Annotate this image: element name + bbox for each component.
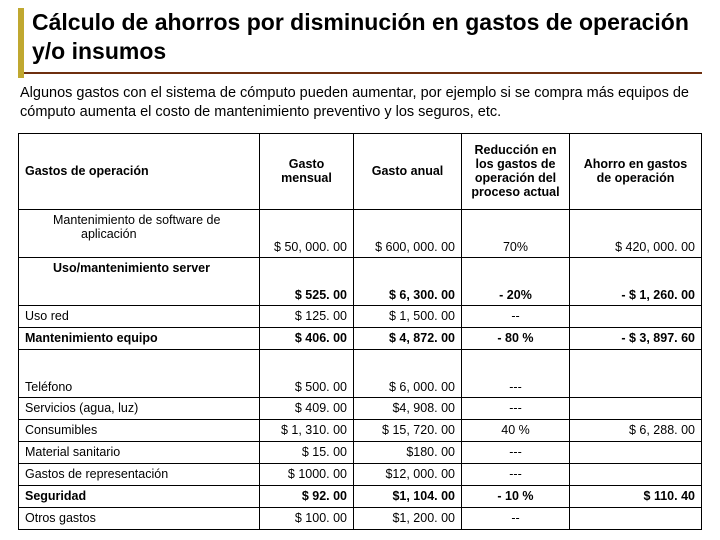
title-accent-bar [18, 8, 24, 78]
cell-name: Material sanitario [19, 441, 260, 463]
cell-name: Uso/mantenimiento server [19, 257, 260, 305]
col-header-reduccion: Reducción en los gastos de operación del… [462, 133, 570, 209]
cell-ahorro [570, 305, 702, 327]
table-row: Mantenimiento de software de aplicación$… [19, 209, 702, 257]
cell-ahorro [570, 397, 702, 419]
cell-name: Teléfono [19, 349, 260, 397]
cell-name: Servicios (agua, luz) [19, 397, 260, 419]
cell-ahorro: $ 420, 000. 00 [570, 209, 702, 257]
cell-mensual: $ 100. 00 [260, 507, 354, 529]
cell-ahorro: $ 6, 288. 00 [570, 419, 702, 441]
cell-mensual: $ 409. 00 [260, 397, 354, 419]
expenses-table: Gastos de operación Gasto mensual Gasto … [18, 133, 702, 530]
cell-ahorro: - $ 3, 897. 60 [570, 327, 702, 349]
table-row: Teléfono$ 500. 00$ 6, 000. 00--- [19, 349, 702, 397]
cell-name: Otros gastos [19, 507, 260, 529]
cell-mensual: $ 125. 00 [260, 305, 354, 327]
cell-reduccion: -- [462, 305, 570, 327]
cell-anual: $180. 00 [354, 441, 462, 463]
cell-ahorro [570, 463, 702, 485]
cell-anual: $12, 000. 00 [354, 463, 462, 485]
table-row: Material sanitario$ 15. 00$180. 00--- [19, 441, 702, 463]
cell-reduccion: --- [462, 349, 570, 397]
cell-reduccion: -- [462, 507, 570, 529]
cell-ahorro: - $ 1, 260. 00 [570, 257, 702, 305]
cell-mensual: $ 525. 00 [260, 257, 354, 305]
table-row: Uso/mantenimiento server$ 525. 00$ 6, 30… [19, 257, 702, 305]
cell-reduccion: 70% [462, 209, 570, 257]
cell-reduccion: - 20% [462, 257, 570, 305]
cell-anual: $1, 104. 00 [354, 485, 462, 507]
cell-reduccion: --- [462, 397, 570, 419]
cell-anual: $ 600, 000. 00 [354, 209, 462, 257]
table-row: Consumibles$ 1, 310. 00$ 15, 720. 0040 %… [19, 419, 702, 441]
cell-reduccion: - 10 % [462, 485, 570, 507]
col-header-anual: Gasto anual [354, 133, 462, 209]
col-header-ahorro: Ahorro en gastos de operación [570, 133, 702, 209]
cell-anual: $ 6, 300. 00 [354, 257, 462, 305]
cell-reduccion: 40 % [462, 419, 570, 441]
cell-name: Uso red [19, 305, 260, 327]
table-header-row: Gastos de operación Gasto mensual Gasto … [19, 133, 702, 209]
cell-anual: $ 6, 000. 00 [354, 349, 462, 397]
cell-name: Seguridad [19, 485, 260, 507]
cell-mensual: $ 92. 00 [260, 485, 354, 507]
cell-ahorro [570, 441, 702, 463]
cell-ahorro [570, 349, 702, 397]
cell-reduccion: --- [462, 463, 570, 485]
cell-mensual: $ 1, 310. 00 [260, 419, 354, 441]
cell-anual: $4, 908. 00 [354, 397, 462, 419]
cell-mensual: $ 1000. 00 [260, 463, 354, 485]
cell-ahorro [570, 507, 702, 529]
cell-ahorro: $ 110. 40 [570, 485, 702, 507]
table-row: Otros gastos$ 100. 00$1, 200. 00-- [19, 507, 702, 529]
cell-reduccion: - 80 % [462, 327, 570, 349]
table-body: Mantenimiento de software de aplicación$… [19, 209, 702, 529]
cell-name: Gastos de representación [19, 463, 260, 485]
col-header-gastos: Gastos de operación [19, 133, 260, 209]
table-row: Seguridad$ 92. 00$1, 104. 00- 10 %$ 110.… [19, 485, 702, 507]
table-row: Gastos de representación$ 1000. 00$12, 0… [19, 463, 702, 485]
cell-mensual: $ 15. 00 [260, 441, 354, 463]
table-row: Uso red$ 125. 00$ 1, 500. 00-- [19, 305, 702, 327]
col-header-mensual: Gasto mensual [260, 133, 354, 209]
table-row: Servicios (agua, luz)$ 409. 00$4, 908. 0… [19, 397, 702, 419]
cell-name: Mantenimiento de software de aplicación [19, 209, 260, 257]
cell-anual: $1, 200. 00 [354, 507, 462, 529]
cell-anual: $ 15, 720. 00 [354, 419, 462, 441]
cell-name: Mantenimiento equipo [19, 327, 260, 349]
cell-mensual: $ 500. 00 [260, 349, 354, 397]
intro-paragraph: Algunos gastos con el sistema de cómputo… [18, 84, 702, 123]
page-title: Cálculo de ahorros por disminución en ga… [18, 8, 702, 74]
cell-anual: $ 4, 872. 00 [354, 327, 462, 349]
table-row: Mantenimiento equipo$ 406. 00$ 4, 872. 0… [19, 327, 702, 349]
cell-mensual: $ 50, 000. 00 [260, 209, 354, 257]
cell-anual: $ 1, 500. 00 [354, 305, 462, 327]
cell-reduccion: --- [462, 441, 570, 463]
cell-mensual: $ 406. 00 [260, 327, 354, 349]
cell-name: Consumibles [19, 419, 260, 441]
